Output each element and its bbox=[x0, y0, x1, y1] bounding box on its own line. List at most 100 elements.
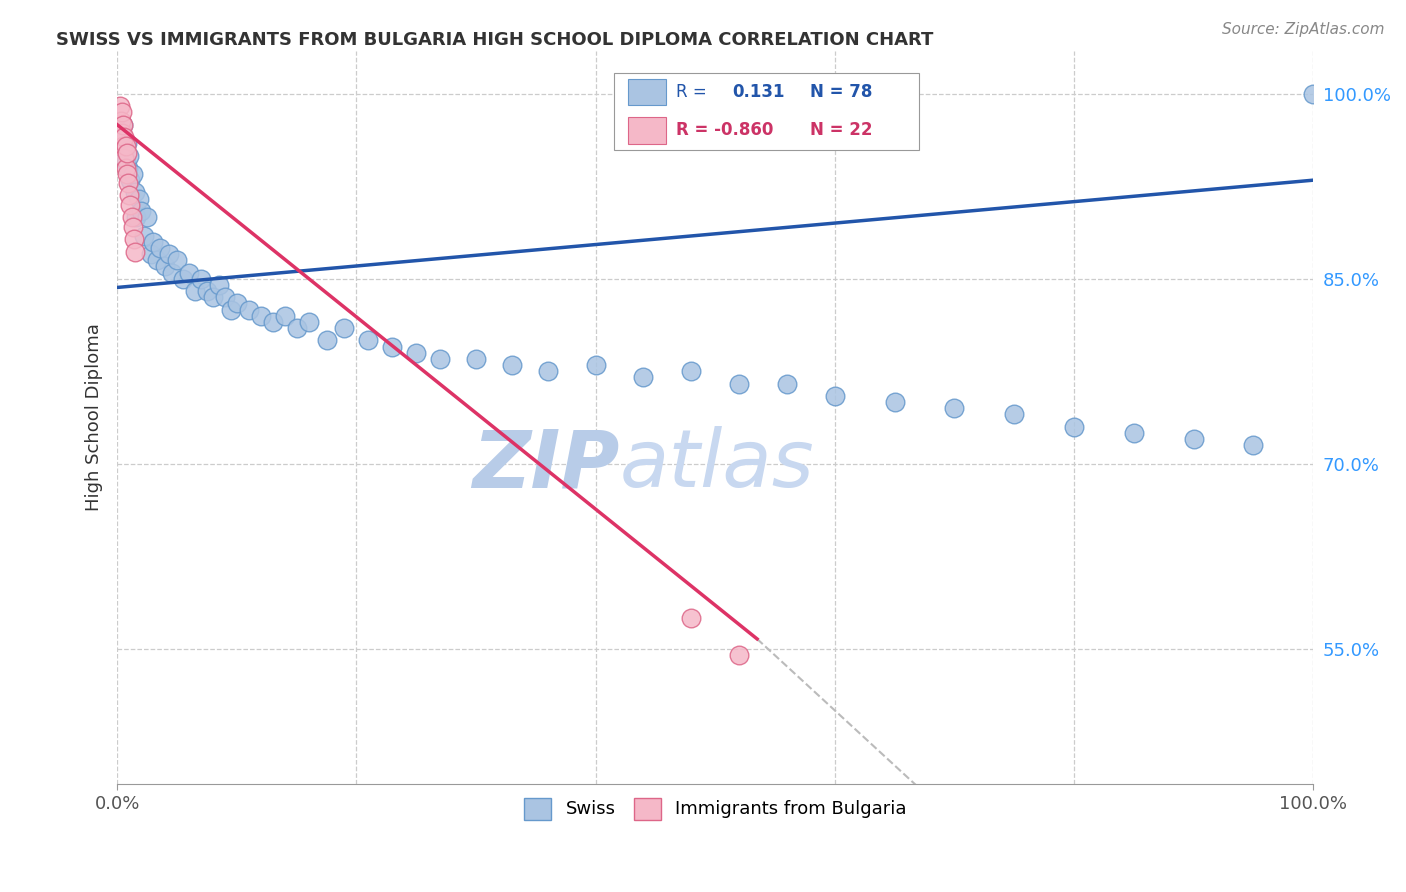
Text: R =: R = bbox=[676, 83, 711, 101]
Text: 0.131: 0.131 bbox=[733, 83, 785, 101]
Point bbox=[214, 290, 236, 304]
Point bbox=[120, 173, 142, 187]
Point bbox=[195, 284, 218, 298]
Point bbox=[124, 244, 146, 259]
Point bbox=[429, 351, 451, 366]
Point bbox=[1243, 438, 1265, 452]
Point bbox=[112, 118, 135, 132]
Point bbox=[114, 138, 136, 153]
Point bbox=[1122, 425, 1144, 440]
Point bbox=[160, 266, 183, 280]
Point bbox=[121, 220, 143, 235]
Point bbox=[157, 247, 180, 261]
Point bbox=[285, 321, 308, 335]
Point bbox=[125, 210, 148, 224]
Point bbox=[111, 126, 134, 140]
Point bbox=[501, 358, 523, 372]
Point bbox=[145, 253, 167, 268]
Point bbox=[121, 210, 143, 224]
Point bbox=[110, 132, 132, 146]
Point bbox=[238, 302, 260, 317]
Text: R = -0.860: R = -0.860 bbox=[676, 121, 773, 139]
Point bbox=[315, 334, 337, 348]
Point bbox=[225, 296, 247, 310]
Point bbox=[824, 389, 846, 403]
Point bbox=[219, 302, 242, 317]
Point bbox=[117, 161, 139, 175]
Point bbox=[111, 105, 134, 120]
Text: N = 22: N = 22 bbox=[810, 121, 872, 139]
Point bbox=[110, 114, 132, 128]
Point bbox=[184, 284, 207, 298]
Point bbox=[112, 130, 135, 145]
Point bbox=[249, 309, 271, 323]
Point bbox=[110, 130, 132, 145]
Text: N = 78: N = 78 bbox=[810, 83, 872, 101]
Point bbox=[108, 124, 131, 138]
Point bbox=[1002, 408, 1025, 422]
Point bbox=[728, 376, 751, 391]
Point bbox=[114, 161, 136, 175]
Point bbox=[121, 167, 143, 181]
FancyBboxPatch shape bbox=[628, 117, 666, 144]
Point bbox=[728, 648, 751, 662]
Point bbox=[112, 142, 135, 156]
Text: SWISS VS IMMIGRANTS FROM BULGARIA HIGH SCHOOL DIPLOMA CORRELATION CHART: SWISS VS IMMIGRANTS FROM BULGARIA HIGH S… bbox=[56, 31, 934, 49]
Point bbox=[681, 611, 703, 625]
Point bbox=[1182, 432, 1205, 446]
Point bbox=[124, 186, 146, 200]
Point bbox=[118, 148, 141, 162]
Point bbox=[201, 290, 224, 304]
Point bbox=[118, 188, 141, 202]
Point bbox=[129, 204, 152, 219]
Point bbox=[166, 253, 188, 268]
Point bbox=[142, 235, 165, 249]
Point bbox=[149, 241, 172, 255]
Point bbox=[108, 99, 131, 113]
Point bbox=[190, 272, 212, 286]
FancyBboxPatch shape bbox=[628, 78, 666, 105]
Point bbox=[585, 358, 607, 372]
Point bbox=[333, 321, 356, 335]
Point bbox=[405, 346, 427, 360]
Point bbox=[112, 151, 135, 165]
Point bbox=[114, 154, 136, 169]
Text: atlas: atlas bbox=[620, 426, 814, 504]
Point bbox=[681, 364, 703, 378]
Point bbox=[297, 315, 319, 329]
Point bbox=[115, 146, 138, 161]
Point bbox=[381, 340, 404, 354]
Point bbox=[120, 198, 142, 212]
Point bbox=[633, 370, 655, 384]
Point bbox=[115, 136, 138, 151]
Point bbox=[177, 266, 200, 280]
Point bbox=[883, 395, 905, 409]
Point bbox=[132, 228, 155, 243]
Text: ZIP: ZIP bbox=[472, 426, 620, 504]
Point bbox=[122, 232, 145, 246]
Point bbox=[357, 334, 380, 348]
FancyBboxPatch shape bbox=[613, 72, 918, 150]
Point bbox=[112, 138, 135, 153]
Point bbox=[153, 260, 176, 274]
Point bbox=[117, 176, 139, 190]
Point bbox=[262, 315, 284, 329]
Point bbox=[943, 401, 966, 416]
Point bbox=[1302, 87, 1324, 101]
Point bbox=[136, 210, 159, 224]
Point bbox=[537, 364, 560, 378]
Legend: Swiss, Immigrants from Bulgaria: Swiss, Immigrants from Bulgaria bbox=[517, 790, 914, 827]
Point bbox=[128, 192, 150, 206]
Point bbox=[139, 247, 162, 261]
Point bbox=[1063, 419, 1085, 434]
Text: Source: ZipAtlas.com: Source: ZipAtlas.com bbox=[1222, 22, 1385, 37]
Point bbox=[111, 136, 134, 151]
Point bbox=[273, 309, 295, 323]
Point bbox=[112, 118, 135, 132]
Point bbox=[776, 376, 799, 391]
Point bbox=[465, 351, 488, 366]
Point bbox=[172, 272, 194, 286]
Y-axis label: High School Diploma: High School Diploma bbox=[86, 324, 103, 511]
Point bbox=[115, 167, 138, 181]
Point bbox=[208, 277, 231, 292]
